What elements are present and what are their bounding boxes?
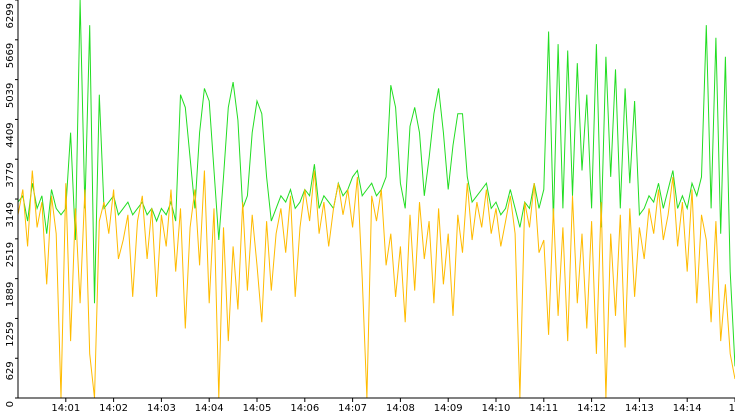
series-line	[17, 170, 735, 399]
x-tick-label: 14:09	[434, 403, 463, 414]
x-tick-label: 14:05	[243, 403, 272, 414]
y-tick-label: 5039	[5, 83, 16, 108]
x-tick-label: 14:12	[577, 403, 606, 414]
y-tick-label: 5669	[5, 43, 16, 68]
x-tick-label: 14:03	[147, 403, 176, 414]
series-line	[17, 0, 735, 367]
x-tick-label: 14:04	[195, 403, 224, 414]
x-tick-label: 14:13	[625, 403, 654, 414]
x-tick-label: 14	[729, 403, 735, 414]
x-tick-label: 14:06	[290, 403, 319, 414]
x-tick-label: 14:07	[338, 403, 367, 414]
y-tick-label: 1889	[5, 282, 16, 307]
y-tick-label: 1259	[5, 321, 16, 346]
y-tick-label: 3149	[5, 202, 16, 227]
y-tick-label: 2519	[5, 242, 16, 267]
x-tick-label: 14:02	[99, 403, 128, 414]
x-tick-label: 14:11	[529, 403, 558, 414]
y-tick-label: 0	[5, 401, 16, 407]
x-tick-label: 14:01	[51, 403, 80, 414]
x-tick-label: 14:08	[386, 403, 415, 414]
y-tick-label: 6299	[5, 3, 16, 28]
x-tick-label: 14:10	[482, 403, 511, 414]
y-tick-label: 629	[5, 361, 16, 380]
y-tick-label: 4409	[5, 122, 16, 147]
y-tick-label: 3779	[5, 162, 16, 187]
x-tick-label: 14:14	[673, 403, 702, 414]
